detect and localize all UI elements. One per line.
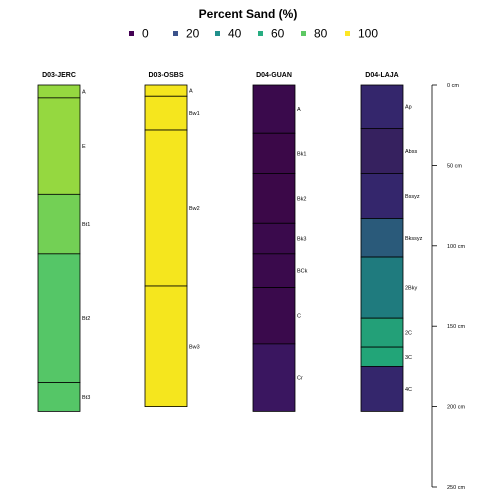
legend-swatch (301, 31, 306, 36)
horizon-bar (360, 346, 404, 367)
horizon-label: Bt1 (82, 222, 90, 228)
horizon-label: Bw1 (189, 111, 200, 117)
horizon-label: Bw3 (189, 344, 200, 350)
horizon-bar (252, 253, 296, 289)
horizon-label: A (82, 89, 86, 95)
legend-swatch (129, 31, 134, 36)
horizon-bar (37, 253, 81, 383)
profile-name: D04-GUAN (256, 72, 292, 79)
horizon-bar (360, 84, 404, 129)
horizon-bar (360, 173, 404, 219)
horizon-bar (252, 287, 296, 345)
profiles: D03-JERC A E Bt1 Bt2 Bt3 D03-OSBS A Bw1 Bw2 Bw3 D04… (37, 72, 423, 412)
profile-name: D03-OSBS (148, 72, 183, 79)
horizon-label: A (189, 89, 193, 95)
horizon-label: E (82, 144, 86, 150)
horizon-label: BCk (297, 269, 308, 275)
horizon-bar (252, 222, 296, 255)
legend-label: 20 (186, 27, 200, 41)
horizon-bar (144, 95, 188, 131)
horizon-label: Ap (405, 105, 412, 111)
depth-tick-label: 100 cm (447, 244, 465, 250)
chart-title: Percent Sand (%) (199, 7, 298, 21)
horizon-label: A (297, 107, 301, 113)
depth-tick-label: 0 cm (447, 83, 459, 89)
legend-label: 80 (314, 27, 328, 41)
depth-tick-label: 50 cm (447, 163, 462, 169)
horizon-label: Bssyz (405, 194, 420, 200)
legend-swatch (345, 31, 350, 36)
horizon-bar (360, 256, 404, 319)
horizon-bar (360, 218, 404, 258)
horizon-label: 2C (405, 331, 412, 337)
legend-label: 100 (358, 27, 378, 41)
horizon-label: Bk1 (297, 151, 306, 157)
horizon-label: Bk2 (297, 196, 306, 202)
horizon-bar (144, 129, 188, 287)
profile-d04-guan: D04-GUAN A Bk1 Bk2 Bk3 BCk C Cr (252, 72, 308, 412)
horizon-label: C (297, 314, 301, 320)
horizon-label: Abss (405, 149, 417, 155)
horizon-bar (37, 84, 81, 99)
horizon-bar (37, 193, 81, 255)
horizon-label: Bt2 (82, 316, 90, 322)
legend-label: 60 (271, 27, 285, 41)
legend-label: 40 (228, 27, 242, 41)
depth-tick-label: 150 cm (447, 324, 465, 330)
depth-tick-label: 200 cm (447, 405, 465, 411)
profile-d03-jerc: D03-JERC A E Bt1 Bt2 Bt3 (37, 72, 90, 412)
horizon-label: 2Bky (405, 286, 417, 292)
profile-name: D04-LAJA (365, 72, 398, 79)
horizon-label: 3C (405, 355, 412, 361)
horizon-bar (360, 317, 404, 348)
horizon-label: Bkssyz (405, 236, 423, 242)
horizon-bar (252, 132, 296, 174)
horizon-bar (252, 84, 296, 134)
horizon-label: Bk3 (297, 237, 306, 243)
legend-swatch (258, 31, 263, 36)
horizon-bar (252, 343, 296, 412)
depth-axis: 0 cm 50 cm 100 cm 150 cm 200 cm 250 cm (431, 83, 465, 491)
horizon-bar (144, 84, 188, 97)
horizon-label: 4C (405, 387, 412, 393)
profile-d03-osbs: D03-OSBS A Bw1 Bw2 Bw3 (144, 72, 200, 407)
legend: 0 20 40 60 80 100 (129, 27, 378, 41)
horizon-label: Cr (297, 376, 303, 382)
legend-swatch (215, 31, 220, 36)
profile-name: D03-JERC (42, 72, 76, 79)
horizon-bar (360, 365, 404, 412)
horizon-bar (144, 285, 188, 407)
horizon-bar (37, 382, 81, 412)
horizon-bar (252, 173, 296, 224)
horizon-bar (360, 128, 404, 174)
legend-label: 0 (142, 27, 149, 41)
depth-tick-label: 250 cm (447, 485, 465, 491)
horizon-label: Bw2 (189, 206, 200, 212)
profile-d04-laja: D04-LAJA Ap Abss Bssyz Bkssyz 2Bky 2C 3C 4C (360, 72, 423, 412)
horizon-bar (37, 97, 81, 195)
legend-swatch (173, 31, 178, 36)
horizon-label: Bt3 (82, 395, 90, 401)
